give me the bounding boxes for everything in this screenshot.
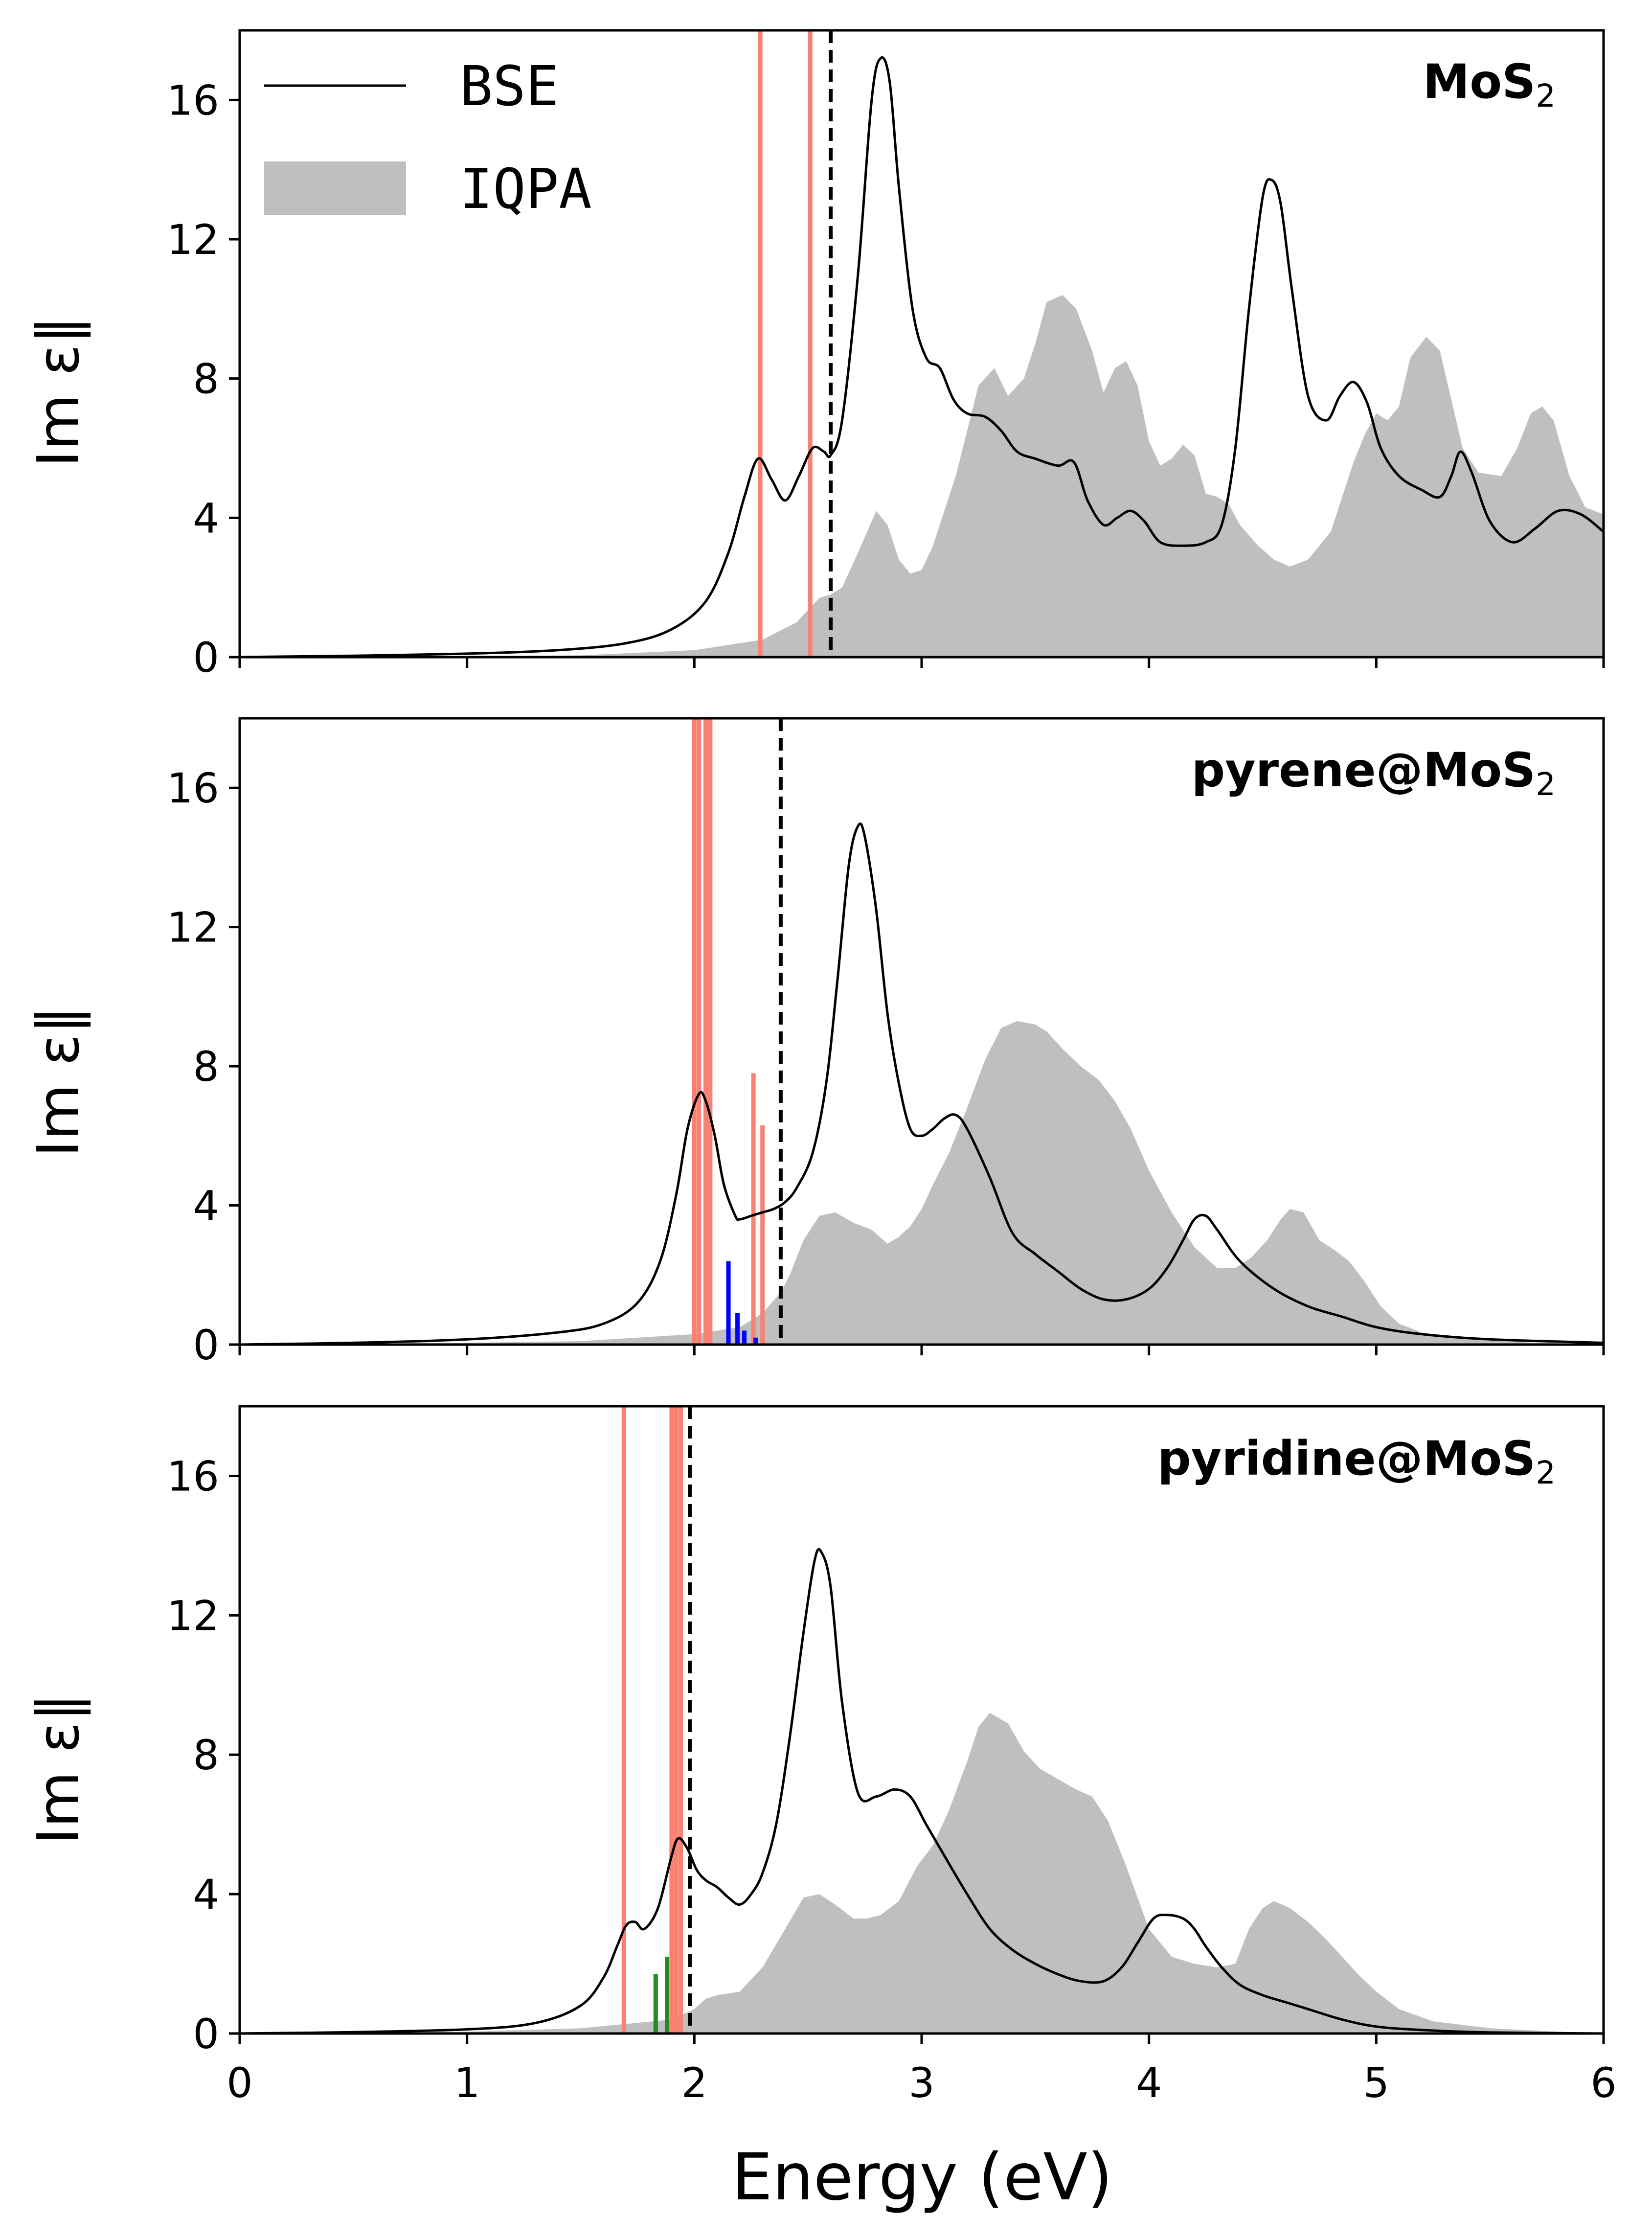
panel-pyridine-mos2-label: pyridine@MoS2 bbox=[1157, 1431, 1556, 1491]
x-tick-label-2: 2 bbox=[681, 2059, 707, 2107]
x-tick-label-3: 3 bbox=[908, 2059, 934, 2107]
iqpa-area-mos2 bbox=[240, 295, 1604, 657]
y-tick-label-mos2-0: 0 bbox=[193, 634, 219, 682]
panel-mos2-plot-area bbox=[240, 30, 1604, 657]
y-tick-label-mos2-8: 8 bbox=[193, 355, 219, 403]
x-tick-label-1: 1 bbox=[454, 2059, 480, 2107]
panel-pyridine-mos2: Im ε∥ pyridine@MoS2 Energy (eV) 04812160… bbox=[24, 1405, 1617, 2215]
legend: BSE IQPA bbox=[264, 55, 592, 221]
bse-curve-pyridine-mos2 bbox=[240, 1548, 1604, 2033]
legend-iqpa-label: IQPA bbox=[460, 158, 592, 221]
y-tick-label-pyridine-mos2-8: 8 bbox=[193, 1731, 219, 1779]
y-tick-label-pyridine-mos2-4: 4 bbox=[193, 1871, 219, 1919]
y-tick-label-pyrene-mos2-8: 8 bbox=[193, 1043, 219, 1091]
panel-mos2-label: MoS2 bbox=[1423, 54, 1556, 114]
panel-mos2-ylabel: Im ε∥ bbox=[24, 316, 92, 467]
y-tick-label-pyridine-mos2-16: 16 bbox=[167, 1452, 219, 1500]
x-tick-label-5: 5 bbox=[1363, 2059, 1389, 2107]
y-tick-label-mos2-4: 4 bbox=[193, 494, 219, 542]
y-tick-label-pyrene-mos2-4: 4 bbox=[193, 1182, 219, 1230]
panel-pyridine-mos2-plot-area bbox=[240, 1406, 1604, 2033]
panel-mos2: Im ε∥ MoS2 BSE IQPA 0 4 8 12 16 bbox=[24, 29, 1605, 682]
x-tick-label-4: 4 bbox=[1136, 2059, 1162, 2107]
legend-bse-label: BSE bbox=[460, 55, 559, 118]
panel-pyrene-mos2: Im ε∥ pyrene@MoS2 0 4 8 12 16 bbox=[24, 717, 1605, 1369]
x-axis-label: Energy (eV) bbox=[732, 2140, 1113, 2215]
y-tick-label-pyrene-mos2-0: 0 bbox=[193, 1321, 219, 1369]
panel-pyridine-mos2-ylabel: Im ε∥ bbox=[24, 1693, 92, 1845]
iqpa-area-pyrene-mos2 bbox=[240, 1021, 1604, 1345]
panel-pyrene-mos2-label: pyrene@MoS2 bbox=[1191, 743, 1556, 803]
iqpa-area-pyridine-mos2 bbox=[240, 1713, 1604, 2033]
bse-curve-pyrene-mos2 bbox=[240, 822, 1604, 1345]
y-tick-label-pyridine-mos2-12: 12 bbox=[167, 1592, 219, 1640]
y-tick-label-mos2-12: 12 bbox=[167, 216, 219, 264]
x-tick-label-0: 0 bbox=[226, 2059, 252, 2107]
x-tick-label-6: 6 bbox=[1590, 2059, 1616, 2107]
legend-iqpa-swatch bbox=[264, 161, 406, 215]
y-tick-label-mos2-16: 16 bbox=[167, 76, 219, 124]
y-tick-label-pyrene-mos2-16: 16 bbox=[167, 764, 219, 812]
y-tick-label-pyridine-mos2-0: 0 bbox=[193, 2010, 219, 2058]
panel-pyrene-mos2-ylabel: Im ε∥ bbox=[24, 1005, 92, 1157]
y-tick-label-pyrene-mos2-12: 12 bbox=[167, 904, 219, 952]
panel-pyrene-mos2-plot-area bbox=[240, 718, 1604, 1345]
bse-curve-mos2 bbox=[240, 56, 1604, 657]
